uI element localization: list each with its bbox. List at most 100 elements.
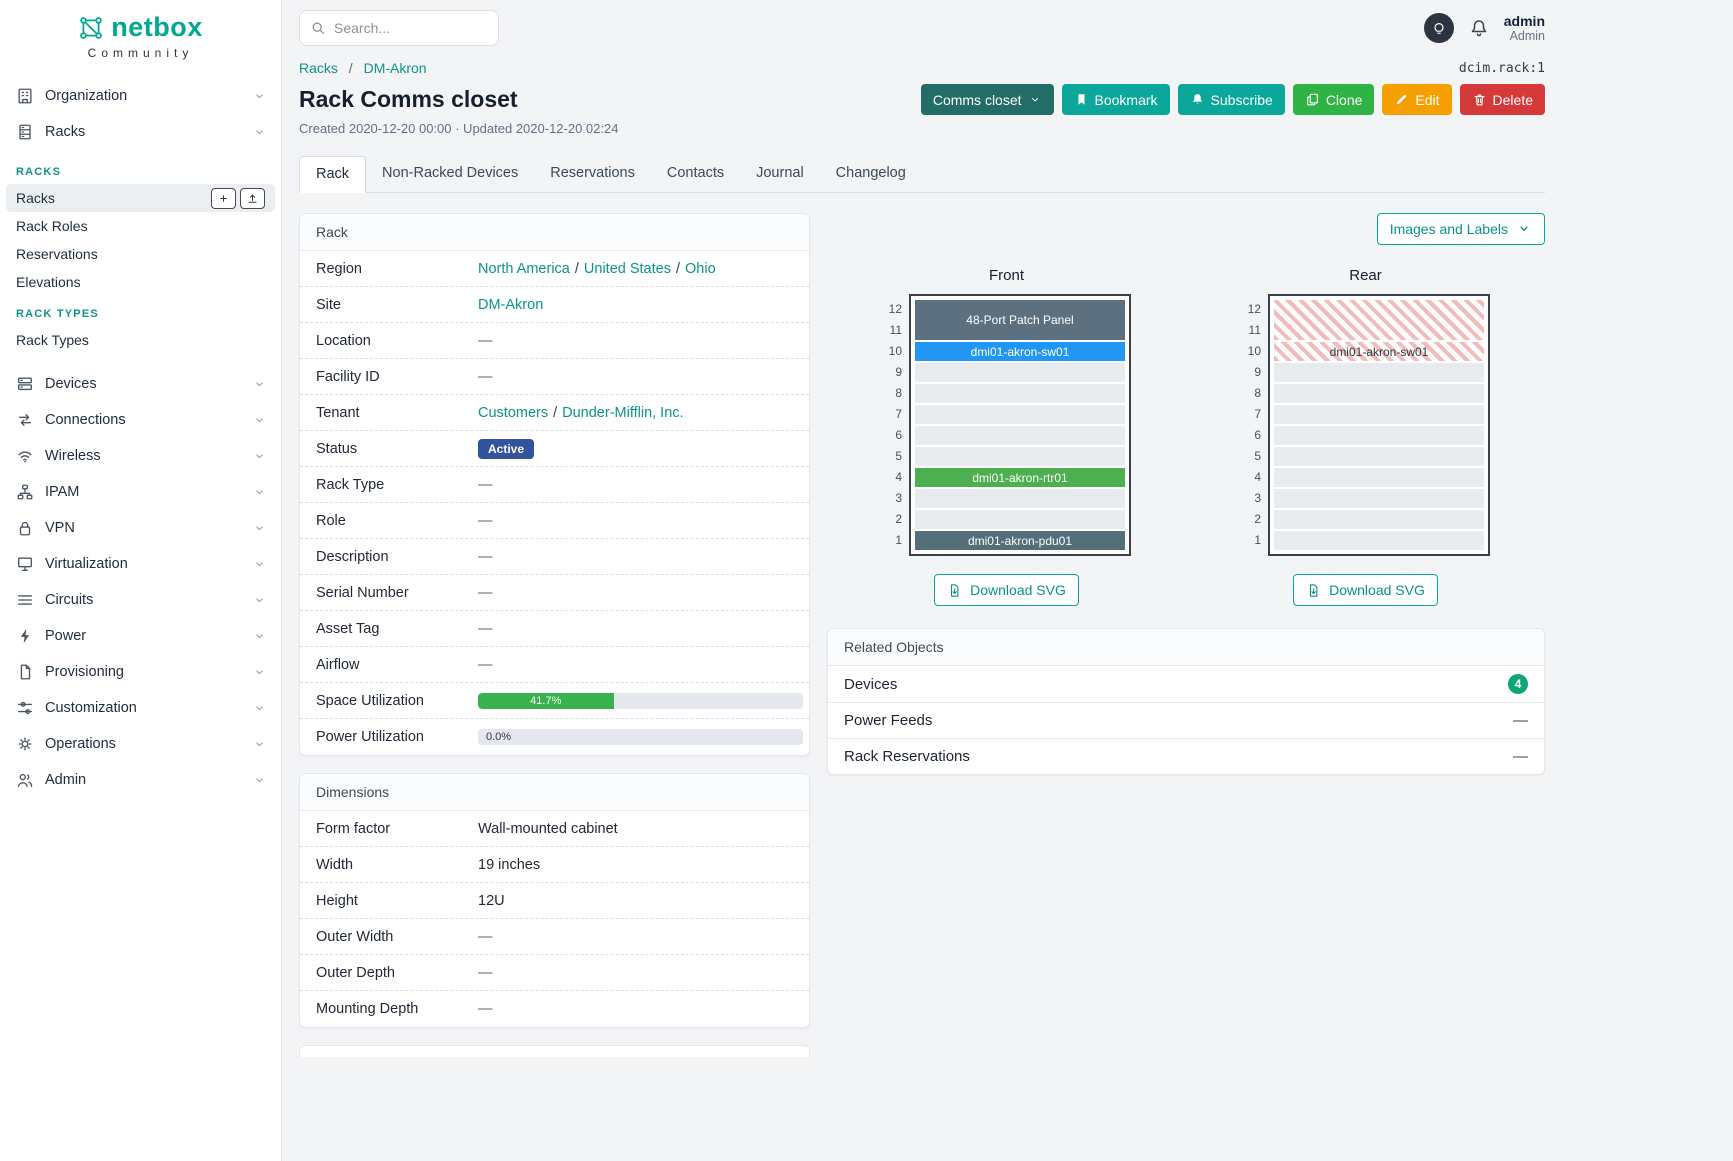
detail-text: — [478, 368, 493, 385]
sidebar-subitem-racks[interactable]: Racks [6, 184, 275, 212]
rack-device[interactable]: 48-Port Patch Panel [915, 300, 1125, 340]
rack-unit-slot[interactable] [1274, 447, 1484, 466]
connections-icon [16, 411, 34, 429]
button-label: Delete [1492, 91, 1533, 108]
user-role: Admin [1509, 28, 1545, 43]
sidebar-subitem-reservations[interactable]: Reservations [0, 240, 281, 268]
rack-unit-slot[interactable] [1274, 531, 1484, 550]
logo[interactable]: netbox Community [0, 0, 281, 62]
rack-unit-slot[interactable] [1274, 468, 1484, 487]
user-menu[interactable]: admin Admin [1504, 13, 1545, 43]
united-states-link[interactable]: United States [583, 260, 671, 277]
tab-contacts[interactable]: Contacts [666, 165, 725, 181]
unit-number: 8 [1254, 386, 1261, 400]
breadcrumb-link-racks[interactable]: Racks [299, 60, 338, 76]
detail-field-value: DM-Akron [478, 297, 543, 313]
sidebar-nav: Organization Racks RACKS Racks Rack Roles Res… [0, 78, 281, 798]
theme-toggle-button[interactable] [1423, 13, 1454, 43]
rack-device[interactable]: dmi01-akron-sw01 [915, 342, 1125, 361]
operations-icon [16, 735, 34, 753]
breadcrumb-link-site[interactable]: DM-Akron [363, 60, 427, 76]
rack-device[interactable]: dmi01-akron-pdu01 [915, 531, 1125, 550]
rack-unit-slot[interactable] [1274, 363, 1484, 382]
rack-device[interactable]: dmi01-akron-sw01 [1274, 342, 1484, 361]
related-objects-card: Related Objects Devices 4 Power Feeds — Rack… [827, 628, 1545, 775]
rack-unit-slot[interactable] [915, 384, 1125, 403]
images-and-labels-dropdown[interactable]: Images and Labels [1376, 213, 1545, 245]
rack-unit-slot[interactable] [915, 489, 1125, 508]
sidebar-item-provisioning[interactable]: Provisioning [0, 654, 281, 690]
unit-number: 9 [1254, 365, 1261, 379]
rack-unit-slot[interactable] [1274, 426, 1484, 445]
related-row-power-feeds[interactable]: Power Feeds — [828, 702, 1544, 738]
sidebar-item-power[interactable]: Power [0, 618, 281, 654]
sidebar-item-organization[interactable]: Organization [0, 78, 281, 114]
admin-icon [16, 771, 34, 789]
tab-non-racked-devices[interactable]: Non-Racked Devices [382, 165, 519, 181]
import-button[interactable] [240, 187, 265, 209]
sidebar-item-operations[interactable]: Operations [0, 726, 281, 762]
north-america-link[interactable]: North America [478, 260, 570, 277]
search-input[interactable] [334, 20, 488, 36]
chevron-down-icon [1028, 93, 1042, 107]
rack-unit-slot[interactable] [1274, 510, 1484, 529]
rack-occupied-region[interactable] [1274, 300, 1484, 340]
related-value: — [1513, 712, 1528, 729]
comms-closet-button[interactable]: Comms closet [920, 84, 1054, 115]
sidebar-item-admin[interactable]: Admin [0, 762, 281, 798]
rack-unit-slot[interactable] [915, 363, 1125, 382]
rack-unit-slot[interactable] [1274, 489, 1484, 508]
download-svg-button[interactable]: Download SVG [1293, 574, 1438, 606]
add-button[interactable] [211, 187, 236, 209]
bookmark-icon [1074, 92, 1089, 107]
sidebar-item-circuits[interactable]: Circuits [0, 582, 281, 618]
rack-unit-slot[interactable] [915, 510, 1125, 529]
edit-button[interactable]: Edit [1382, 84, 1452, 115]
detail-text: Wall-mounted cabinet [478, 820, 618, 837]
rack-unit-slot[interactable] [915, 405, 1125, 424]
sidebar-item-customization[interactable]: Customization [0, 690, 281, 726]
search-box[interactable] [299, 10, 499, 46]
tab-journal[interactable]: Journal [756, 165, 804, 181]
sidebar-subitem-rack-types[interactable]: Rack Types [0, 326, 281, 354]
sidebar-subitem-rack-roles[interactable]: Rack Roles [0, 212, 281, 240]
rack-device[interactable]: dmi01-akron-rtr01 [915, 468, 1125, 487]
button-label: Bookmark [1094, 91, 1158, 108]
clone-button[interactable]: Clone [1292, 84, 1375, 115]
rack-unit-slot[interactable] [1274, 405, 1484, 424]
chevron-down-icon [252, 557, 267, 572]
subscribe-button[interactable]: Subscribe [1177, 84, 1285, 115]
detail-text: — [478, 332, 493, 349]
notifications-button[interactable] [1469, 18, 1489, 38]
related-row-rack-reservations[interactable]: Rack Reservations — [828, 738, 1544, 774]
delete-button[interactable]: Delete [1459, 84, 1545, 115]
detail-field-label: Airflow [316, 656, 360, 673]
rack-unit-slot[interactable] [1274, 384, 1484, 403]
related-objects-title: Related Objects [828, 629, 1544, 666]
ohio-link[interactable]: Ohio [685, 260, 716, 277]
bookmark-button[interactable]: Bookmark [1061, 84, 1170, 115]
tab-rack[interactable]: Rack [299, 156, 367, 193]
sidebar-item-devices[interactable]: Devices [0, 366, 281, 402]
sidebar-subitem-elevations[interactable]: Elevations [0, 268, 281, 296]
sidebar-item-ipam[interactable]: IPAM [0, 474, 281, 510]
sidebar-item-connections[interactable]: Connections [0, 402, 281, 438]
sidebar-item-racks[interactable]: Racks [0, 114, 281, 150]
unit-number: 1 [895, 533, 902, 547]
sidebar-item-wireless[interactable]: Wireless [0, 438, 281, 474]
sidebar-item-vpn[interactable]: VPN [0, 510, 281, 546]
pencil-icon [1394, 92, 1409, 107]
customers-link[interactable]: Customers [478, 404, 549, 421]
tab-changelog[interactable]: Changelog [835, 165, 906, 181]
rack-unit-slot[interactable] [915, 426, 1125, 445]
provisioning-icon [16, 663, 34, 681]
bell-icon [1190, 92, 1205, 107]
detail-text: — [478, 512, 493, 529]
rack-unit-slot[interactable] [915, 447, 1125, 466]
download-svg-button[interactable]: Download SVG [934, 574, 1079, 606]
tab-reservations[interactable]: Reservations [550, 165, 635, 181]
sidebar-item-virtualization[interactable]: Virtualization [0, 546, 281, 582]
dm-akron-link[interactable]: DM-Akron [478, 296, 544, 313]
dunder-mifflin-inc-link[interactable]: Dunder-Mifflin, Inc. [562, 404, 684, 421]
related-row-devices[interactable]: Devices 4 [828, 666, 1544, 702]
